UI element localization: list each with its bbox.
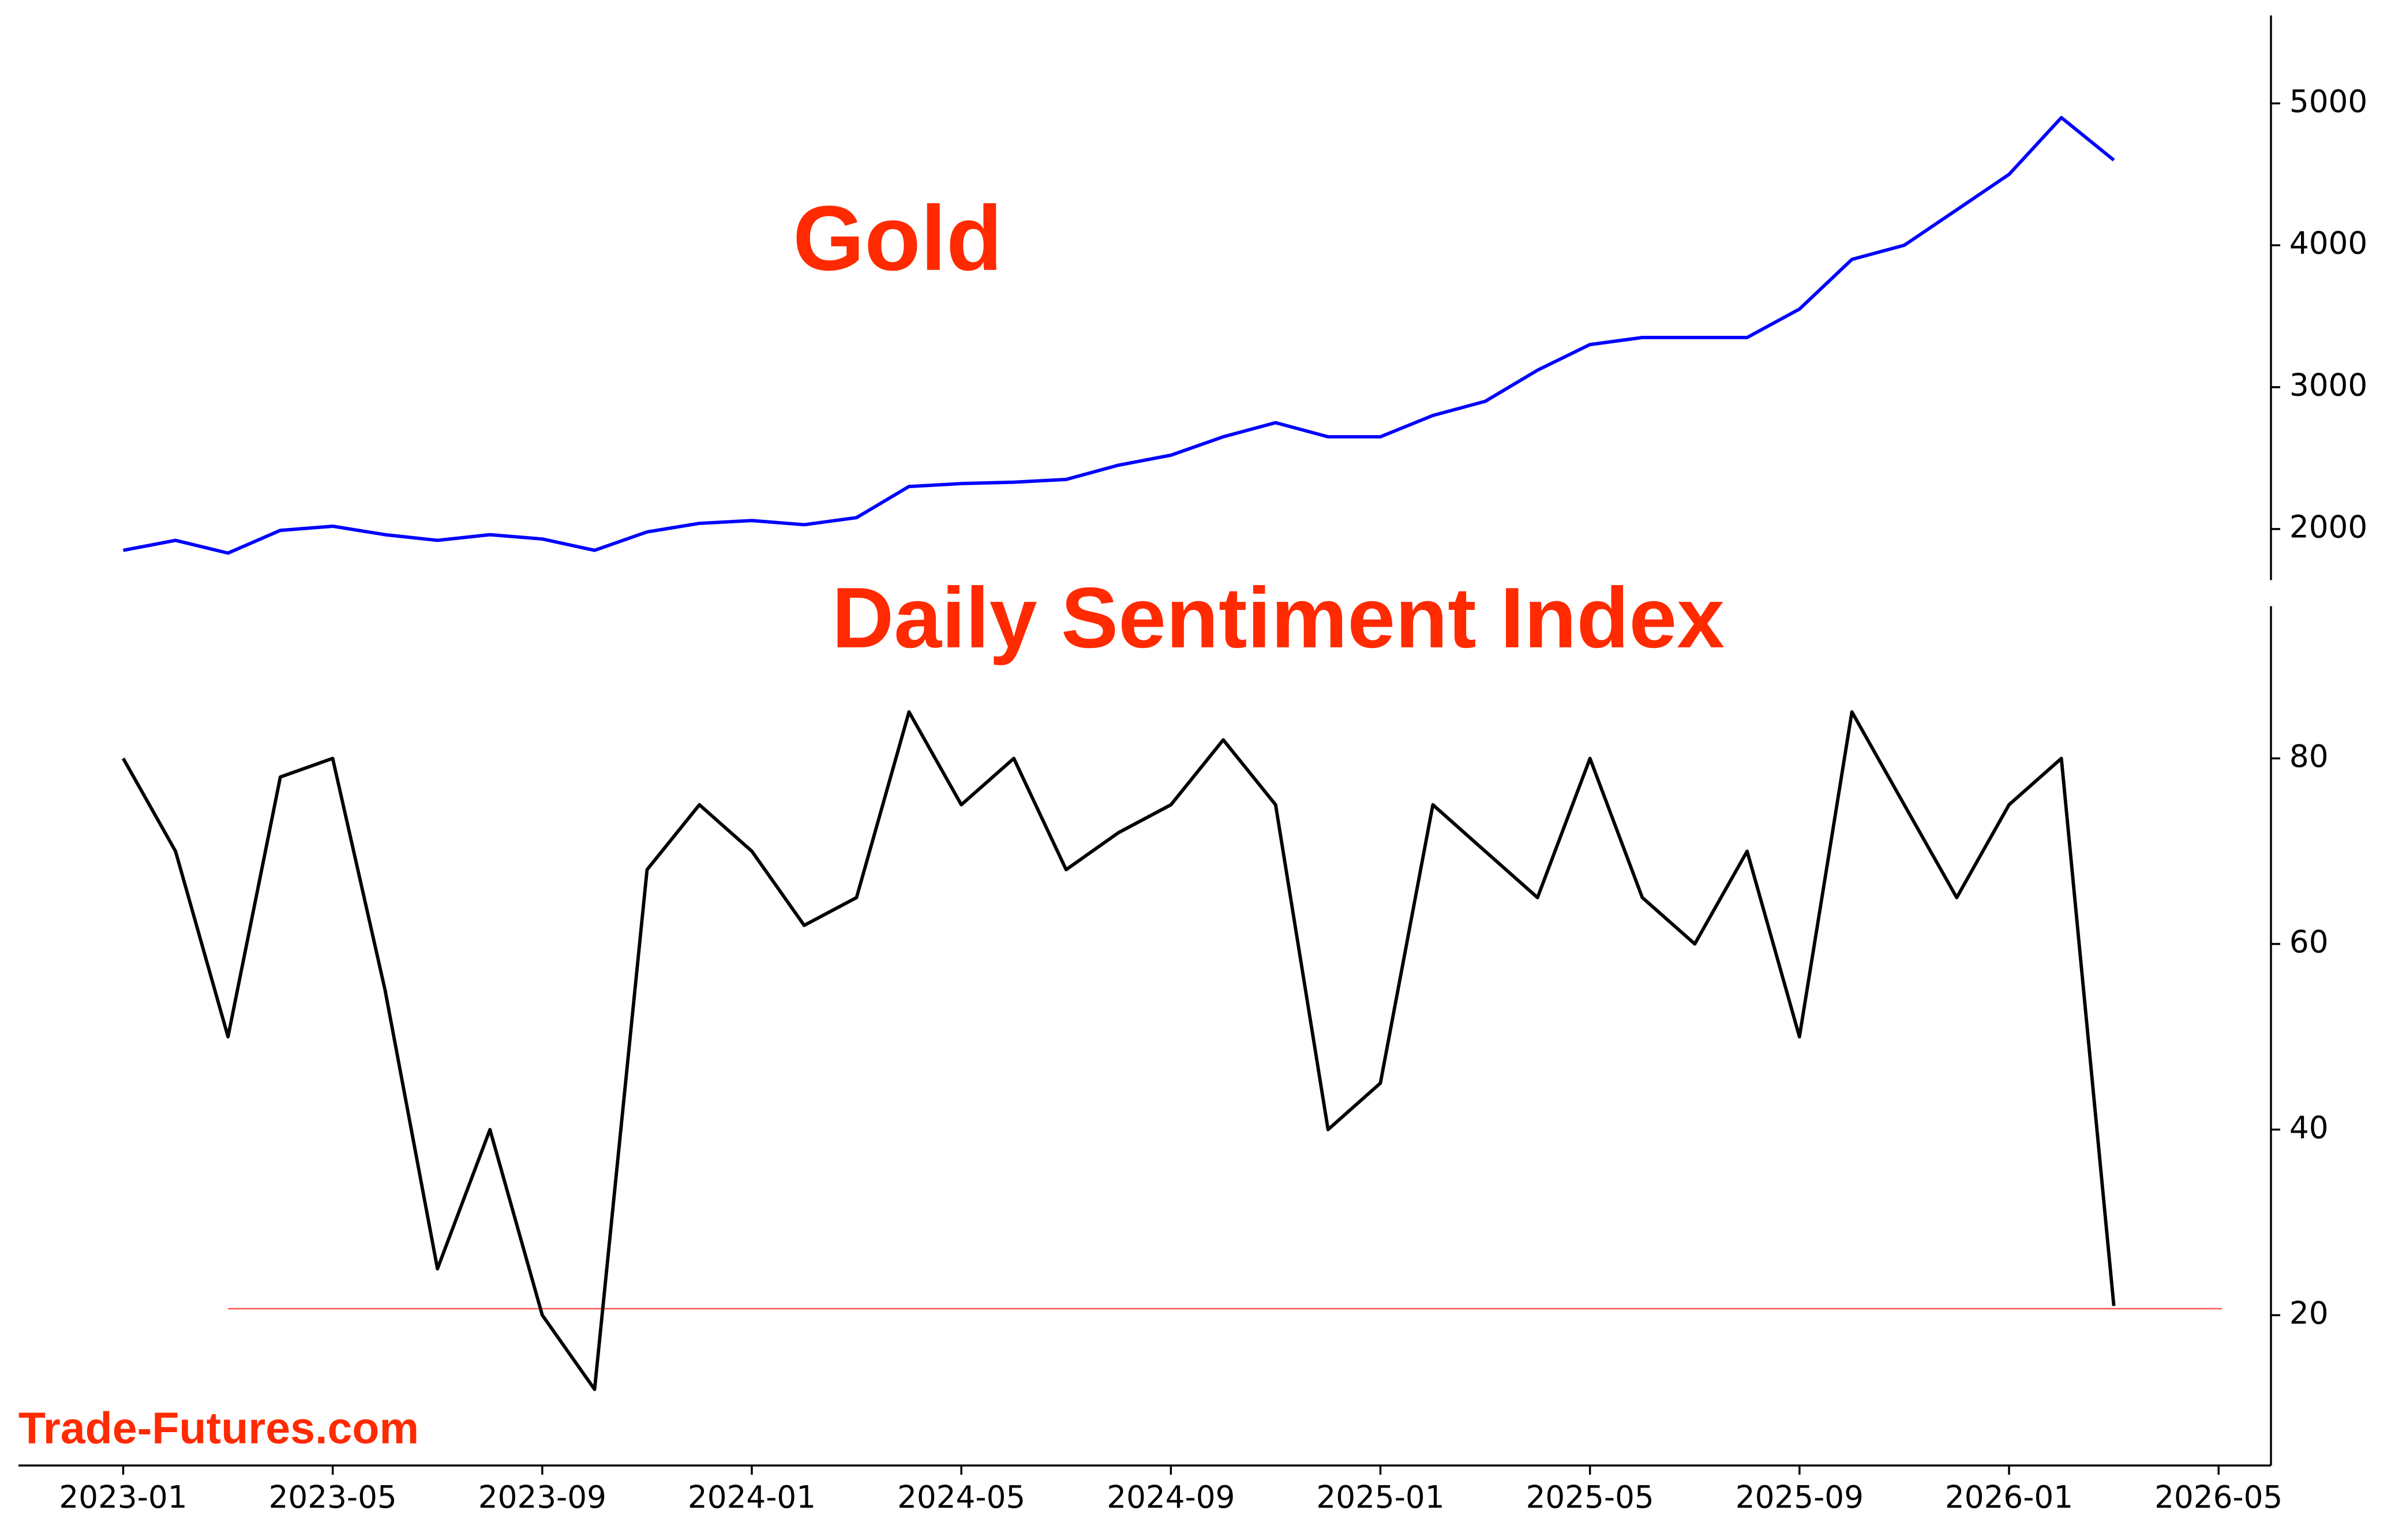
- x-tick-label: 2024-05: [897, 1479, 1025, 1515]
- x-tick-label: 2024-01: [688, 1479, 816, 1515]
- y-tick-label: 5000: [2289, 84, 2367, 119]
- y-tick-label: 20: [2289, 1295, 2329, 1331]
- x-tick-label: 2023-01: [59, 1479, 187, 1515]
- y-tick-label: 40: [2289, 1110, 2329, 1145]
- panel-title: Daily Sentiment Index: [832, 569, 1725, 666]
- x-tick-label: 2025-01: [1316, 1479, 1444, 1515]
- panel-title: Gold: [793, 187, 1002, 290]
- x-tick-label: 2025-05: [1526, 1479, 1654, 1515]
- y-tick-label: 80: [2289, 739, 2329, 774]
- x-tick-label: 2023-05: [269, 1479, 397, 1515]
- data-line: [123, 115, 2115, 555]
- y-tick-label: 60: [2289, 924, 2329, 960]
- x-tick-label: 2023-09: [478, 1479, 606, 1515]
- data-line: [122, 710, 2116, 1391]
- x-tick-label: 2024-09: [1107, 1479, 1235, 1515]
- x-tick-label: 2026-05: [2154, 1479, 2283, 1515]
- source-watermark: Trade-Futures.com: [18, 1404, 419, 1453]
- x-tick-label: 2026-01: [1945, 1479, 2073, 1515]
- y-tick-label: 2000: [2289, 509, 2367, 545]
- y-tick-label: 3000: [2289, 368, 2367, 403]
- y-tick-label: 4000: [2289, 226, 2367, 261]
- x-tick-label: 2025-09: [1736, 1479, 1864, 1515]
